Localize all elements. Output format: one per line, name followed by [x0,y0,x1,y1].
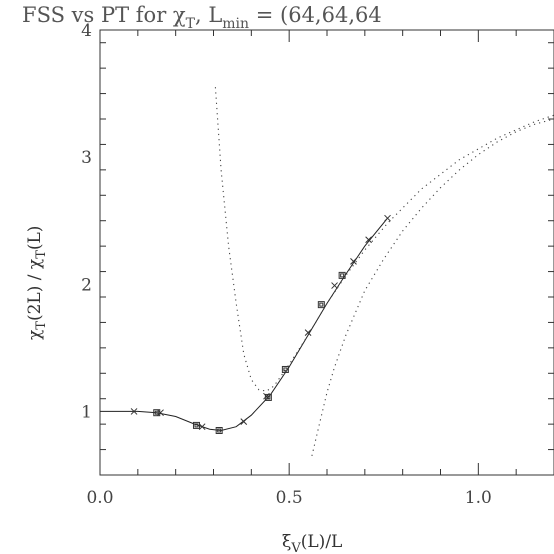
cross-marker [331,282,338,289]
y-tick-label: 3 [81,148,92,168]
solid-curve-0 [100,217,388,432]
square-marker [264,393,272,401]
cross-marker [384,214,391,222]
x-tick-label: 0.0 [86,488,113,508]
square-marker [192,421,200,429]
cross-marker [304,329,312,336]
cross-marker [365,236,372,244]
plot-frame [99,29,554,476]
square-marker [338,271,346,279]
square-marker [281,365,289,373]
y-tick-label: 4 [81,21,92,41]
square-marker [153,409,161,417]
tick-labels: 0.0 0.5 1.0 1 2 3 4 [81,21,492,508]
dotted-curve-1 [214,87,554,392]
x-tick-label: 1.0 [465,488,492,508]
cross-marker [240,418,248,425]
x-axis-label: ξV(L)/L [282,532,342,554]
x-tick-label: 0.5 [276,488,303,508]
square-marker [215,427,223,434]
chart-title: FSS vs PT for χT, Lmin = (64,64,64 [22,3,382,32]
cross-marker [350,258,357,265]
cross-marker [198,423,206,431]
series-group [100,87,554,457]
square-marker [317,301,325,309]
y-axis-label: χT(2L) / χT(L) [25,226,49,340]
marker-group [130,214,391,434]
y-tick-label: 2 [81,275,92,295]
y-tick-label: 1 [81,402,92,422]
axis-ticks [99,30,554,476]
cross-marker [130,408,138,415]
dotted-curve-2 [311,118,554,457]
